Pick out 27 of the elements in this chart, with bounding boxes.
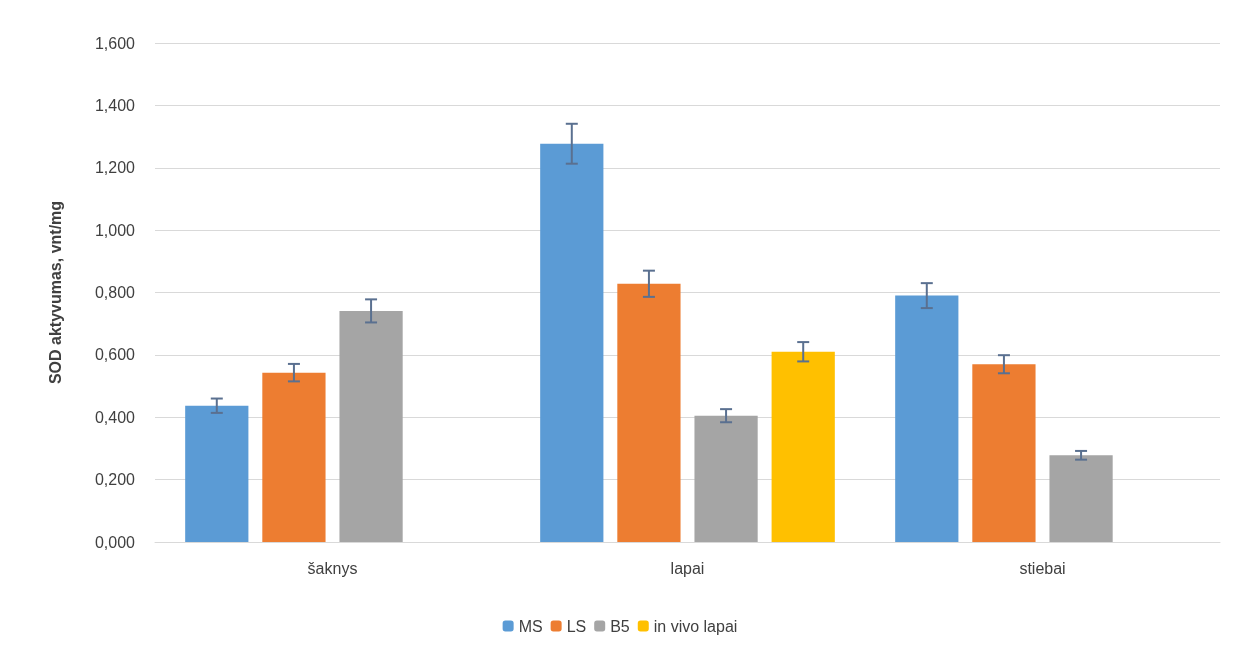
y-tick-label: 0,600 xyxy=(94,346,136,364)
bar xyxy=(771,351,835,542)
legend-label: in vivo lapai xyxy=(653,617,738,635)
x-tick-label: stiebai xyxy=(1019,559,1066,577)
y-tick-label: 1,200 xyxy=(94,159,136,177)
y-axis-title: SOD aktyvumas, vnt/mg xyxy=(46,200,64,385)
bar xyxy=(1049,455,1113,542)
x-tick-label: lapai xyxy=(670,559,705,577)
legend-label: LS xyxy=(566,617,587,635)
bar xyxy=(185,405,249,542)
y-tick-label: 1,000 xyxy=(94,221,136,239)
y-tick-label: 1,400 xyxy=(94,96,136,114)
y-tick-label: 0,800 xyxy=(94,284,136,301)
y-tick-label: 0,000 xyxy=(94,533,136,551)
y-tick-label: 0,200 xyxy=(94,471,136,489)
y-tick-label: 0,400 xyxy=(94,408,136,426)
bar xyxy=(972,364,1036,542)
bar xyxy=(895,295,959,542)
bar xyxy=(262,372,326,542)
bar xyxy=(617,283,681,542)
bar xyxy=(694,415,758,542)
bar xyxy=(339,310,403,542)
legend-label: MS xyxy=(518,617,543,635)
x-tick-label: šaknys xyxy=(307,559,358,577)
bar xyxy=(540,143,604,542)
legend-label: B5 xyxy=(610,617,630,635)
y-tick-label: 1,600 xyxy=(94,34,136,52)
